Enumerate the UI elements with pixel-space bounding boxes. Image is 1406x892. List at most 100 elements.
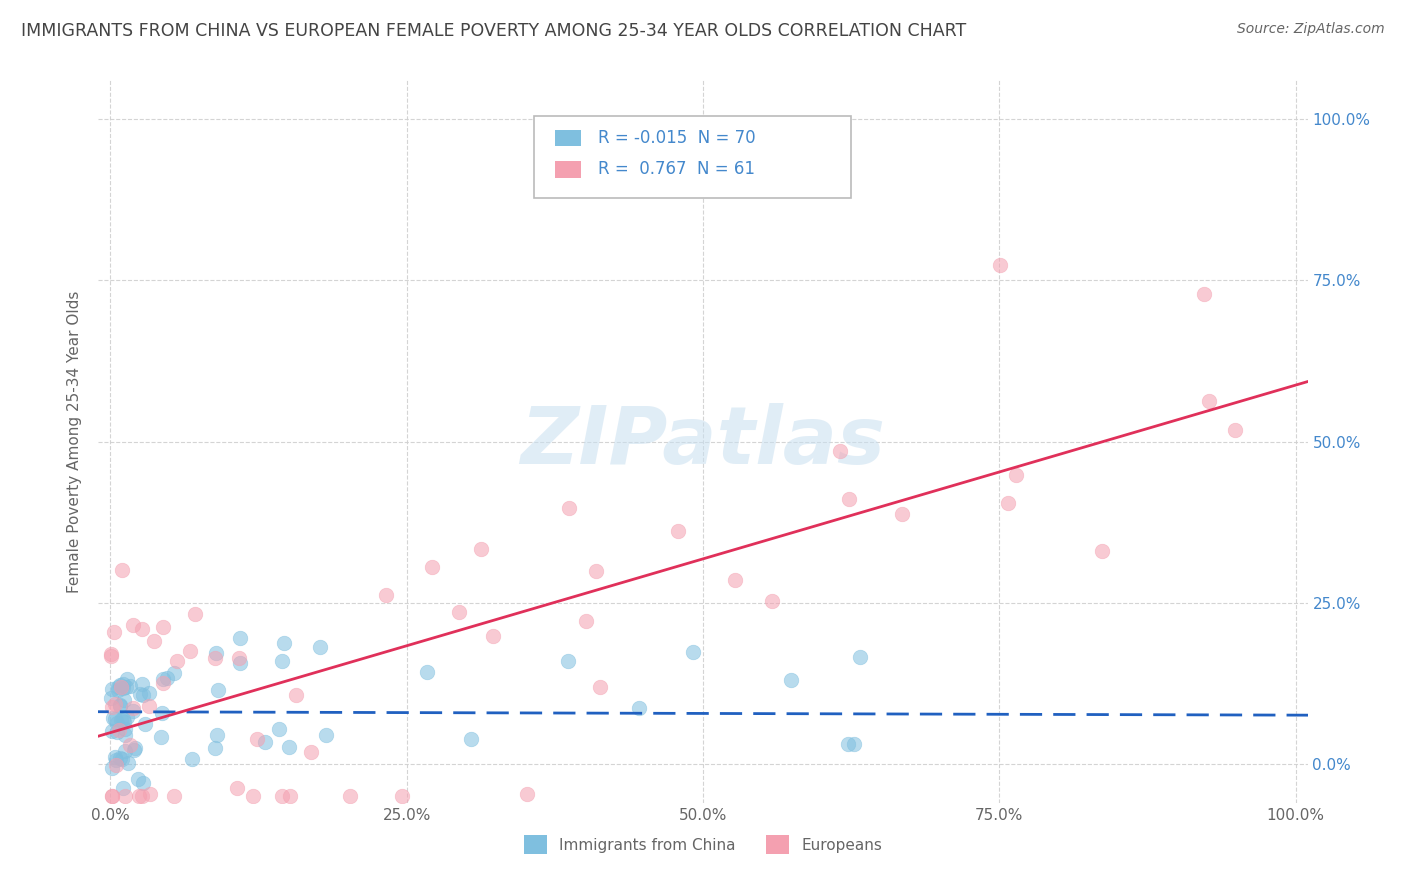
Point	[128, 688, 150, 702]
Point	[115, 680, 138, 694]
Text: IMMIGRANTS FROM CHINA VS EUROPEAN FEMALE POVERTY AMONG 25-34 YEAR OLDS CORRELATI: IMMIGRANTS FROM CHINA VS EUROPEAN FEMALE…	[21, 22, 966, 40]
Point	[122, 742, 145, 756]
Point	[242, 789, 264, 804]
Point	[228, 651, 250, 665]
Point	[628, 701, 651, 715]
Point	[100, 648, 122, 663]
Point	[830, 444, 852, 458]
Point	[100, 681, 122, 696]
Point	[849, 649, 872, 664]
Point	[127, 772, 149, 786]
Point	[115, 672, 138, 686]
Point	[114, 743, 136, 757]
Point	[112, 715, 135, 730]
Point	[204, 740, 226, 755]
Point	[1192, 287, 1215, 301]
Point	[110, 678, 132, 692]
Point	[105, 725, 128, 739]
Point	[104, 753, 127, 767]
Point	[184, 607, 207, 622]
Point	[104, 697, 127, 711]
Point	[104, 750, 127, 764]
Point	[557, 654, 579, 668]
Point	[103, 711, 125, 725]
Point	[447, 605, 470, 619]
Point	[108, 723, 131, 737]
Point	[273, 636, 295, 650]
Point	[890, 507, 912, 521]
Point	[131, 789, 153, 804]
Point	[278, 740, 301, 755]
Point	[118, 738, 141, 752]
Point	[267, 722, 290, 736]
Point	[101, 723, 124, 738]
Point	[229, 657, 252, 671]
Point	[114, 723, 136, 737]
Point	[180, 751, 202, 765]
Point	[253, 735, 276, 749]
Point	[299, 745, 322, 759]
Point	[124, 740, 146, 755]
Point	[152, 620, 174, 634]
Point	[163, 666, 186, 681]
Point	[108, 751, 131, 765]
Point	[115, 710, 138, 724]
Point	[470, 541, 492, 556]
Point	[516, 788, 538, 802]
Point	[150, 706, 173, 721]
Y-axis label: Female Poverty Among 25-34 Year Olds: Female Poverty Among 25-34 Year Olds	[67, 291, 83, 592]
Point	[420, 559, 443, 574]
Point	[1005, 468, 1028, 483]
Point	[339, 789, 361, 804]
Point	[142, 634, 165, 648]
Point	[112, 676, 135, 690]
Point	[111, 781, 134, 796]
Point	[110, 680, 132, 694]
Point	[285, 688, 308, 702]
Text: R = -0.015  N = 70: R = -0.015 N = 70	[598, 129, 755, 147]
Point	[482, 629, 505, 643]
Point	[308, 640, 330, 654]
Point	[134, 716, 156, 731]
Point	[122, 617, 145, 632]
Point	[114, 728, 136, 742]
Point	[1225, 423, 1247, 437]
Point	[118, 679, 141, 693]
Point	[575, 614, 598, 628]
Point	[278, 789, 301, 804]
Text: ZIPatlas: ZIPatlas	[520, 402, 886, 481]
Point	[108, 698, 131, 713]
Point	[131, 776, 153, 790]
Point	[111, 563, 134, 577]
Point	[132, 688, 155, 702]
Point	[103, 625, 125, 640]
Point	[163, 789, 186, 804]
Text: Source: ZipAtlas.com: Source: ZipAtlas.com	[1237, 22, 1385, 37]
Point	[585, 565, 607, 579]
Point	[128, 789, 150, 804]
Point	[139, 787, 162, 801]
Point	[108, 698, 131, 712]
Point	[315, 728, 337, 742]
Point	[104, 758, 127, 772]
Point	[375, 588, 398, 602]
Point	[101, 789, 124, 804]
Point	[589, 680, 612, 694]
Point	[156, 671, 179, 685]
Point	[150, 730, 173, 744]
Point	[724, 573, 747, 587]
Text: R =  0.767  N = 61: R = 0.767 N = 61	[598, 161, 755, 178]
Point	[682, 645, 704, 659]
Legend: Immigrants from China, Europeans: Immigrants from China, Europeans	[517, 830, 889, 860]
Point	[152, 672, 174, 686]
Point	[100, 691, 122, 706]
Point	[246, 731, 269, 746]
Point	[204, 650, 226, 665]
Point	[131, 622, 153, 636]
Point	[112, 693, 135, 707]
Point	[138, 698, 160, 713]
Point	[780, 673, 803, 687]
Point	[110, 714, 132, 728]
Point	[114, 789, 136, 804]
Point	[117, 756, 139, 771]
